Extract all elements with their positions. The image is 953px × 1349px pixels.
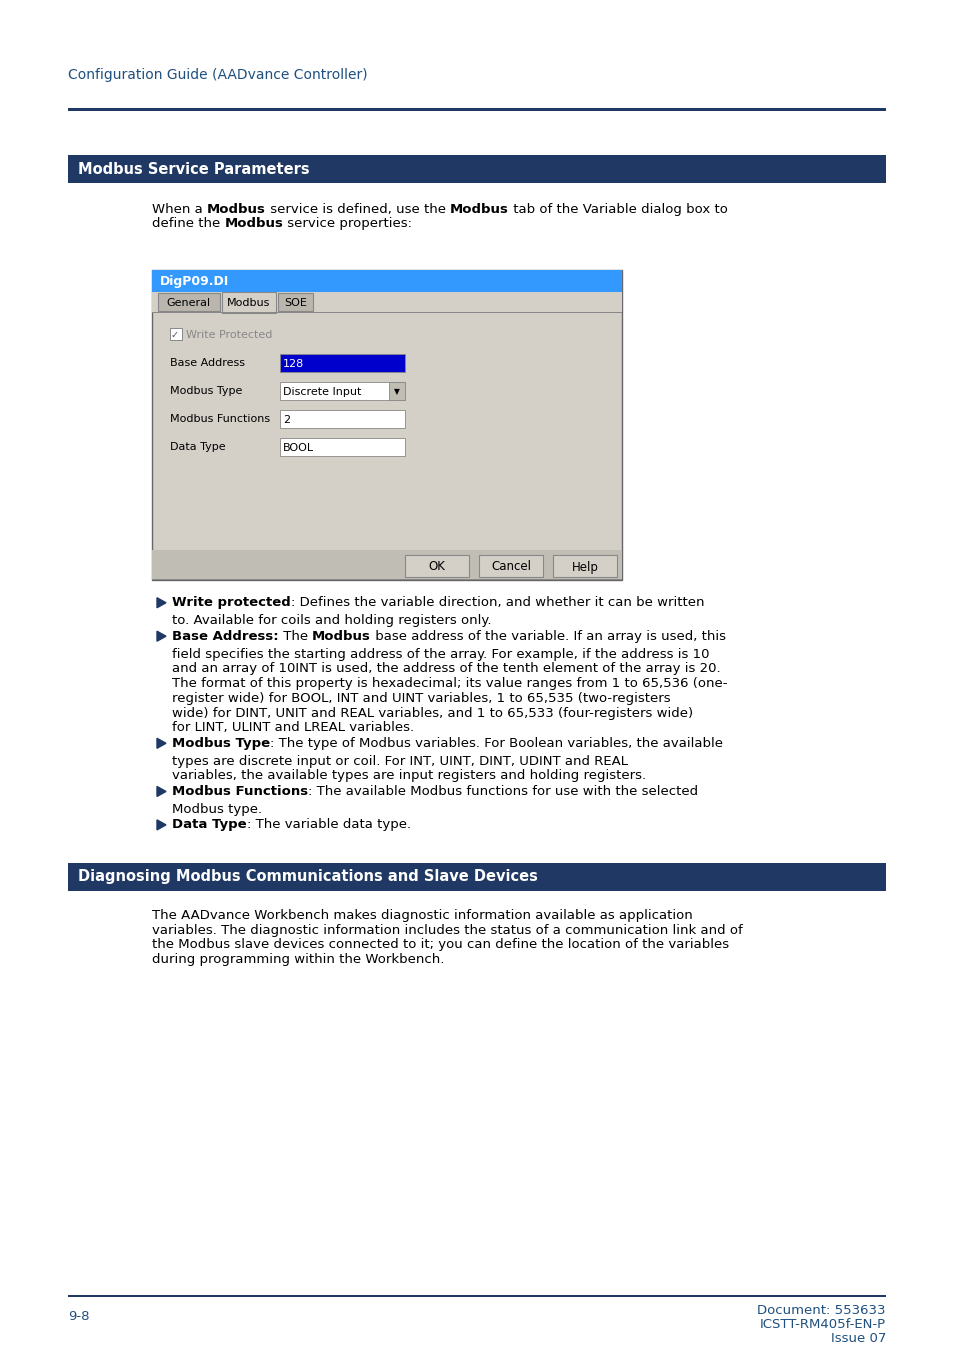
Text: Data Type: Data Type xyxy=(170,442,226,452)
Text: 2: 2 xyxy=(283,415,290,425)
Text: define the: define the xyxy=(152,217,224,231)
Text: Document: 553633: Document: 553633 xyxy=(757,1304,885,1318)
Text: : The available Modbus functions for use with the selected: : The available Modbus functions for use… xyxy=(308,785,698,797)
Text: Base Address:: Base Address: xyxy=(172,630,278,642)
Bar xyxy=(152,550,621,580)
Text: Diagnosing Modbus Communications and Slave Devices: Diagnosing Modbus Communications and Sla… xyxy=(78,869,537,885)
Text: The: The xyxy=(278,630,312,642)
Text: Cancel: Cancel xyxy=(491,560,531,573)
Text: Modbus Functions: Modbus Functions xyxy=(170,414,270,424)
Bar xyxy=(68,863,885,890)
Text: Write Protected: Write Protected xyxy=(186,329,273,340)
Text: Modbus: Modbus xyxy=(207,204,266,216)
Text: types are discrete input or coil. For INT, UINT, DINT, UDINT and REAL: types are discrete input or coil. For IN… xyxy=(172,754,627,768)
Text: : The variable data type.: : The variable data type. xyxy=(247,819,411,831)
Bar xyxy=(68,108,885,111)
Text: for LINT, ULINT and LREAL variables.: for LINT, ULINT and LREAL variables. xyxy=(172,722,414,734)
Bar xyxy=(158,293,219,312)
Text: during programming within the Workbench.: during programming within the Workbench. xyxy=(152,952,444,966)
Bar xyxy=(152,270,621,291)
Text: Issue 07: Issue 07 xyxy=(830,1333,885,1345)
Text: Modbus Type: Modbus Type xyxy=(170,386,242,397)
Text: OK: OK xyxy=(428,560,445,573)
Bar xyxy=(152,270,621,580)
Bar xyxy=(280,410,405,428)
Bar xyxy=(152,291,621,312)
Polygon shape xyxy=(157,598,166,608)
Bar xyxy=(278,293,313,312)
Text: General: General xyxy=(167,298,211,308)
Text: Base Address: Base Address xyxy=(170,357,245,368)
Bar xyxy=(280,353,405,372)
Text: tab of the Variable dialog box to: tab of the Variable dialog box to xyxy=(509,204,727,216)
Text: : The type of Modbus variables. For Boolean variables, the available: : The type of Modbus variables. For Bool… xyxy=(270,737,722,750)
Text: Discrete Input: Discrete Input xyxy=(283,387,361,397)
Polygon shape xyxy=(157,820,166,830)
Bar xyxy=(280,382,405,401)
Text: and an array of 10INT is used, the address of the tenth element of the array is : and an array of 10INT is used, the addre… xyxy=(172,662,720,676)
Text: The AADvance Workbench makes diagnostic information available as application: The AADvance Workbench makes diagnostic … xyxy=(152,909,692,921)
Text: SOE: SOE xyxy=(284,298,307,308)
Text: service properties:: service properties: xyxy=(283,217,412,231)
Bar xyxy=(478,554,542,577)
Text: Modbus Service Parameters: Modbus Service Parameters xyxy=(78,162,310,177)
Bar xyxy=(553,554,617,577)
Text: Modbus: Modbus xyxy=(224,217,283,231)
Text: Data Type: Data Type xyxy=(172,819,247,831)
Text: Write protected: Write protected xyxy=(172,596,291,610)
Text: Modbus: Modbus xyxy=(227,298,271,308)
Text: base address of the variable. If an array is used, this: base address of the variable. If an arra… xyxy=(371,630,725,642)
Text: : Defines the variable direction, and whether it can be written: : Defines the variable direction, and wh… xyxy=(291,596,703,610)
Text: variables. The diagnostic information includes the status of a communication lin: variables. The diagnostic information in… xyxy=(152,924,742,936)
Text: When a: When a xyxy=(152,204,207,216)
Text: The format of this property is hexadecimal; its value ranges from 1 to 65,536 (o: The format of this property is hexadecim… xyxy=(172,677,727,691)
Polygon shape xyxy=(157,786,166,796)
Polygon shape xyxy=(157,631,166,641)
Text: Modbus Functions: Modbus Functions xyxy=(172,785,308,797)
Text: service is defined, use the: service is defined, use the xyxy=(266,204,450,216)
Text: field specifies the starting address of the array. For example, if the address i: field specifies the starting address of … xyxy=(172,648,709,661)
Text: Modbus: Modbus xyxy=(450,204,509,216)
Text: register wide) for BOOL, INT and UINT variables, 1 to 65,535 (two-registers: register wide) for BOOL, INT and UINT va… xyxy=(172,692,670,704)
Bar xyxy=(389,382,405,401)
Text: Modbus Type: Modbus Type xyxy=(172,737,270,750)
Text: Help: Help xyxy=(571,560,598,573)
Bar xyxy=(170,328,182,340)
Bar xyxy=(68,1295,885,1296)
Bar xyxy=(280,438,405,456)
Bar xyxy=(405,554,469,577)
Bar xyxy=(68,155,885,183)
Text: ✓: ✓ xyxy=(171,331,179,340)
Text: the Modbus slave devices connected to it; you can define the location of the var: the Modbus slave devices connected to it… xyxy=(152,939,728,951)
Text: variables, the available types are input registers and holding registers.: variables, the available types are input… xyxy=(172,769,645,782)
Text: 128: 128 xyxy=(283,359,304,370)
Text: wide) for DINT, UNIT and REAL variables, and 1 to 65,533 (four-registers wide): wide) for DINT, UNIT and REAL variables,… xyxy=(172,707,693,719)
Text: to. Available for coils and holding registers only.: to. Available for coils and holding regi… xyxy=(172,614,491,627)
Text: 9-8: 9-8 xyxy=(68,1310,90,1323)
Text: BOOL: BOOL xyxy=(283,442,314,453)
Text: DigP09.DI: DigP09.DI xyxy=(160,274,229,287)
Bar xyxy=(221,291,276,313)
Text: Configuration Guide (AADvance Controller): Configuration Guide (AADvance Controller… xyxy=(68,67,367,82)
Polygon shape xyxy=(157,738,166,749)
Text: ▼: ▼ xyxy=(394,387,399,397)
Text: ICSTT-RM405f-EN-P: ICSTT-RM405f-EN-P xyxy=(760,1318,885,1331)
Text: Modbus: Modbus xyxy=(312,630,371,642)
Text: Modbus type.: Modbus type. xyxy=(172,803,262,816)
